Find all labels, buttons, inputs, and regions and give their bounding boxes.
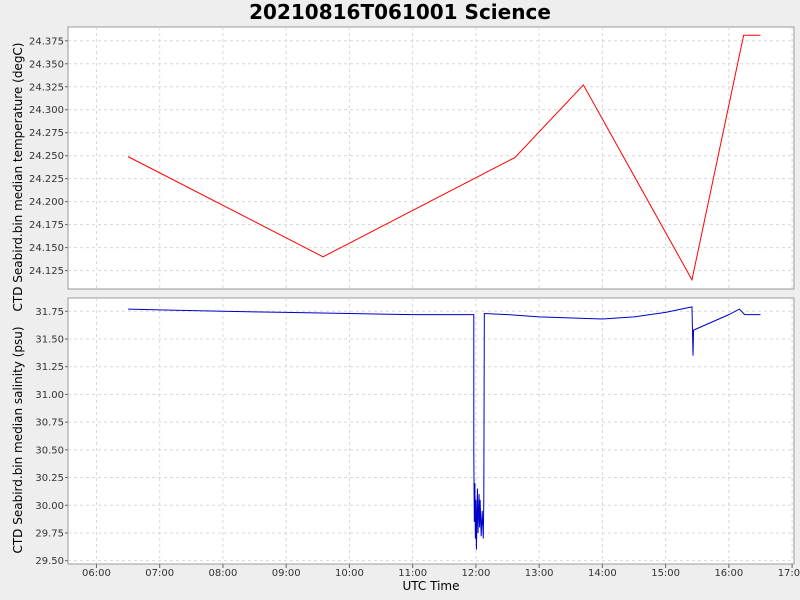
temperature-y-ticks: 24.125 24.150 24.175 24.200 24.225 24.250 24.2… <box>29 36 68 277</box>
salinity-ytick-label-4: 30.50 <box>35 445 64 456</box>
x-tick-label-0: 06:00 <box>82 568 111 579</box>
salinity-ytick-label-1: 29.75 <box>35 528 64 539</box>
temperature-ytick-label-9: 24.350 <box>29 59 64 70</box>
salinity-ytick-label-3: 30.25 <box>35 473 64 484</box>
temperature-ytick-label-2: 24.175 <box>29 220 64 231</box>
salinity-ytick-label-5: 30.75 <box>35 418 64 429</box>
x-tick-label-7: 13:00 <box>525 568 554 579</box>
x-tick-label-5: 11:00 <box>398 568 427 579</box>
salinity-ytick-label-7: 31.25 <box>35 362 64 373</box>
temperature-grid <box>68 27 794 289</box>
salinity-ytick-label-0: 29.50 <box>35 556 64 567</box>
salinity-ytick-label-6: 31.00 <box>35 390 64 401</box>
salinity-y-axis-label: CTD Seabird.bin median salinity (psu) <box>11 326 25 553</box>
x-axis-label: UTC Time <box>403 579 460 593</box>
salinity-grid <box>68 298 794 564</box>
temperature-y-axis-label: CTD Seabird.bin median temperature (degC… <box>11 43 25 312</box>
temperature-ytick-label-1: 24.150 <box>29 243 64 254</box>
temperature-plot-area <box>67 26 795 290</box>
temperature-ytick-label-3: 24.200 <box>29 197 64 208</box>
temperature-series <box>127 34 761 282</box>
salinity-plot-area <box>67 297 795 565</box>
temperature-ytick-label-6: 24.275 <box>29 128 64 139</box>
salinity-series-line-0 <box>128 306 761 550</box>
x-axis-ticks: 06:00 07:00 08:00 09:00 10:00 11:00 12:00 13:00… <box>82 564 800 579</box>
salinity-y-ticks: 29.50 29.75 30.00 30.25 30.50 30.75 31.00 31.25… <box>35 307 68 567</box>
salinity-ytick-label-2: 30.00 <box>35 501 64 512</box>
temperature-ytick-label-4: 24.225 <box>29 174 64 185</box>
temperature-ytick-label-8: 24.325 <box>29 82 64 93</box>
temperature-ytick-label-5: 24.250 <box>29 151 64 162</box>
x-tick-label-6: 12:00 <box>461 568 490 579</box>
temperature-ytick-label-7: 24.300 <box>29 105 64 116</box>
temperature-ytick-label-0: 24.125 <box>29 266 64 277</box>
x-tick-label-11: 17:00 <box>778 568 800 579</box>
temperature-series-line-0 <box>127 34 761 282</box>
x-tick-label-10: 16:00 <box>714 568 743 579</box>
x-tick-label-8: 14:00 <box>588 568 617 579</box>
x-tick-label-4: 10:00 <box>335 568 364 579</box>
temperature-ytick-label-10: 24.375 <box>29 36 64 47</box>
x-tick-label-1: 07:00 <box>145 568 174 579</box>
salinity-series <box>128 306 761 550</box>
x-tick-label-2: 08:00 <box>209 568 238 579</box>
chart-title: 20210816T061001 Science <box>249 0 551 24</box>
x-tick-label-3: 09:00 <box>272 568 301 579</box>
salinity-ytick-label-8: 31.50 <box>35 335 64 346</box>
x-tick-label-9: 15:00 <box>651 568 680 579</box>
salinity-ytick-label-9: 31.75 <box>35 307 64 318</box>
